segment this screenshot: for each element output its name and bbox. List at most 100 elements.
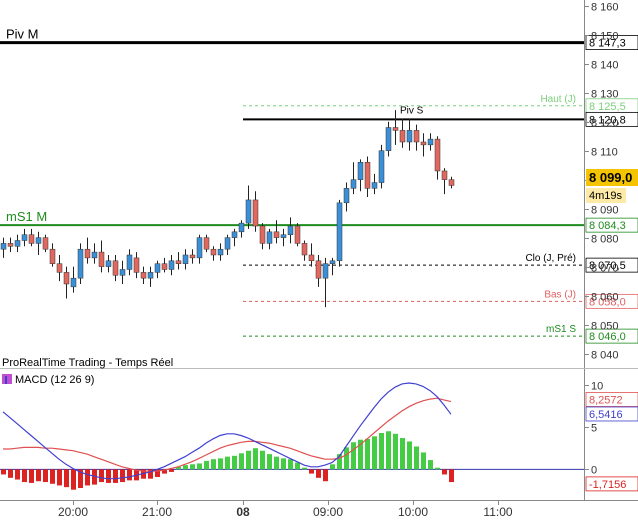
level-price-label: 8 084,3 [589,220,626,232]
level-label: Bas (J) [544,289,576,300]
candle-body [14,240,21,247]
macd-hist-bar [71,469,76,490]
level-price-label: 8 070,5 [589,260,626,272]
macd-hist-bar [225,456,230,470]
macd-hist-bar [428,460,433,470]
macd-lines [2,382,452,480]
macd-hist-bar [323,469,328,482]
level-label: mS1 M [6,209,47,224]
macd-hist-bar [414,446,419,470]
time-tick-label: 09:00 [313,505,343,519]
macd-hist-bar [344,447,349,470]
macd-hist-bar [99,469,104,483]
macd-hist-bar [400,438,405,470]
candle-body [189,254,196,259]
level-price-label: 8 120,8 [589,114,626,126]
candle-body [175,260,182,264]
macd-hist-bar [1,469,6,475]
candle-body [98,251,105,267]
candle-body [434,138,441,172]
macd-hist-bar [57,469,62,486]
macd-hist-bar [442,469,447,475]
candle-body [35,237,42,244]
candle-body [399,130,406,143]
macd-hist-bar [365,438,370,470]
candle-body [182,254,189,264]
price-tick-label: 8 060 [591,292,619,304]
price-tick-label: 8 040 [591,350,619,362]
macd-hist-bar [337,454,342,470]
macd-hist-bar [85,469,90,486]
price-tick-label: 8 070 [591,263,619,275]
price-tick-label: 8 110 [591,147,618,159]
candle-body [63,272,70,285]
candle-body [294,225,301,244]
candle-body [140,272,147,279]
macd-histogram [1,431,454,490]
candle-body [392,127,399,131]
level-label: Piv S [400,105,424,116]
candle-body [350,179,357,189]
macd-hist-bar [120,469,125,483]
level-price-box [585,293,638,309]
macd-value-box [585,406,638,422]
macd-hist-bar [449,469,454,483]
macd-tick-label: 10 [591,381,603,393]
macd-hist-bar [127,469,132,481]
level-price-box [585,217,638,233]
candle-body [413,130,420,143]
macd-hist-bar [218,458,223,470]
candle-body [70,277,77,288]
time-tick-label: 20:00 [58,505,88,519]
macd-hist-bar [386,431,391,470]
macd-legend-icon-bar [5,376,7,384]
candle-body [161,263,168,270]
price-tick-label: 8 160 [591,2,619,14]
time-tick-label: 11:00 [483,505,512,519]
level-label: Clo (J, Pré) [525,253,576,264]
candle-body [112,260,119,276]
candle-body [91,251,98,259]
candles [0,110,455,308]
macd-hist-bar [162,469,167,474]
macd-value-label: 6,5416 [589,409,623,421]
time-axis: 20:00 21:00 08 09:00 10:00 11:00 [58,500,513,519]
candle-body [28,234,35,244]
price-tick-label: 8 090 [591,205,619,217]
candle-body [77,248,84,279]
candle-body [266,231,273,244]
macd-hist-bar [351,442,356,470]
macd-hist-bar [288,459,293,470]
macd-hist-bar [302,467,307,470]
current-price-badge [586,169,638,186]
price-tick-label: 8 120 [591,118,619,130]
macd-hist-bar [246,450,251,470]
level-price-label: 8 125,5 [589,101,626,113]
macd-tick-label: 5 [591,423,597,435]
countdown-timer: 4m19s [589,190,623,202]
macd-hist-bar [435,467,440,470]
candle-body [231,231,238,238]
macd-hist-bar [379,432,384,470]
candle-body [7,243,14,247]
candle-body [385,127,392,151]
candle-body [21,234,28,241]
macd-hist-bar [358,439,363,470]
macd-line [2,382,452,480]
price-tick-label: 8 080 [591,234,619,246]
macd-tick-label: 0 [591,465,597,477]
macd-axis: 0 5 108,2572 6,5416 -1,7156 [584,381,638,492]
candle-body [42,237,49,250]
macd-hist-bar [197,463,202,470]
candle-body [147,272,154,279]
candle-body [406,130,413,143]
macd-hist-bar [50,469,55,484]
candle-body [126,254,133,270]
candle-body [301,243,308,256]
candle-body [371,182,378,189]
price-levels: Piv M 8 147,3 Haut (J) 8 125,5 Piv S 8 120,8 m… [0,27,638,344]
candle-body [441,170,448,180]
macd-hist-bar [295,462,300,470]
